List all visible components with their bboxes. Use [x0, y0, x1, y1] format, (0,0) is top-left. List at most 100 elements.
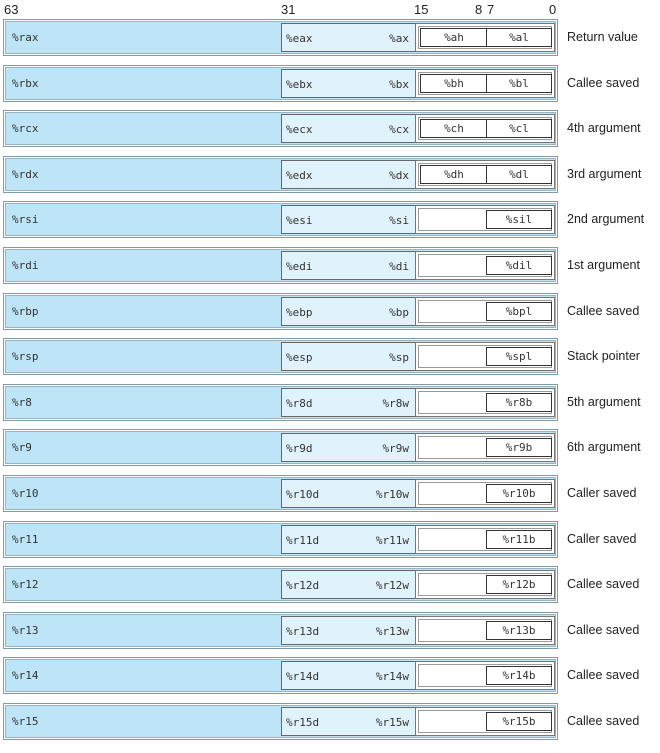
register-high-byte: %bh	[420, 73, 488, 93]
register-16bit-box: %r9b	[415, 433, 555, 463]
register-usage-label: Callee saved	[567, 622, 640, 637]
register-16bit-name: %cx	[389, 123, 409, 137]
register-16bit-name: %si	[389, 214, 409, 228]
register-32bit-name: %ebx	[286, 77, 313, 91]
register-high-byte: %ah	[420, 28, 488, 47]
register-row: %r12 %r12d %r12w %r12b	[3, 566, 558, 604]
register-low-byte: %al	[486, 28, 552, 47]
register-16bit-box: %sil	[415, 205, 555, 235]
register-row: %r13 %r13d %r13w %r13b	[3, 611, 558, 649]
register-32bit-box: %ebx %bx %bh %bl	[281, 68, 555, 98]
bit-label-63: 63	[4, 2, 19, 17]
register-64bit-name: %rdi	[12, 259, 39, 272]
register-64bit-name: %r11	[12, 532, 39, 546]
register-usage-label: 3rd argument	[567, 166, 642, 181]
register-low-byte: %bl	[486, 73, 552, 93]
register-row: %rsp %esp %sp %spl	[3, 338, 558, 376]
bit-label-7: 7	[487, 2, 495, 17]
register-16bit-box: %r15b	[415, 707, 555, 736]
register-row: %rbp %ebp %bp %bpl	[3, 292, 558, 330]
register-row: %rax %eax %ax %ah %al	[3, 19, 558, 56]
register-64bit-name: %rbp	[12, 304, 39, 318]
register-row: %r8 %r8d %r8w %r8b	[3, 383, 558, 421]
register-32bit-box: %ebp %bp %bpl	[281, 296, 555, 326]
register-16bit-name: %bp	[389, 305, 409, 319]
register-usage-label: Caller saved	[567, 486, 637, 500]
bit-label-8: 8	[475, 2, 483, 17]
register-32bit-name: %r8d	[286, 396, 313, 410]
register-16bit-name: %dx	[389, 168, 409, 182]
register-row: %r15 %r15d %r15w %r15b	[3, 703, 558, 740]
register-32bit-name: %esi	[286, 214, 313, 228]
register-16bit-box: %dil	[415, 251, 555, 280]
register-low-byte: %r13b	[486, 620, 552, 640]
register-row: %rsi %esi %si %sil	[3, 201, 558, 239]
register-16bit-box: %bh %bl	[415, 68, 555, 98]
register-usage-label: 1st argument	[567, 258, 640, 272]
register-64bit-name: %r12	[12, 578, 39, 592]
register-low-byte: %r15b	[486, 712, 552, 731]
register-row: %rdx %edx %dx %dh %dl	[3, 155, 558, 193]
register-64bit-name: %rcx	[12, 122, 39, 136]
register-32bit-box: %ecx %cx %ch %cl	[281, 114, 555, 144]
bit-label-15: 15	[414, 2, 429, 17]
register-16bit-box: %r14b	[415, 661, 555, 691]
register-high-byte: %ch	[420, 119, 488, 139]
register-32bit-box: %r9d %r9w %r9b	[281, 433, 555, 463]
register-high-byte: %dh	[420, 164, 488, 184]
register-16bit-box: %dh %dl	[415, 159, 555, 189]
register-row: %r9 %r9d %r9w %r9b	[3, 429, 558, 467]
register-32bit-box: %edi %di %dil	[281, 251, 555, 280]
register-32bit-box: %esi %si %sil	[281, 205, 555, 235]
register-row: %r14 %r14d %r14w %r14b	[3, 657, 558, 695]
register-32bit-name: %r10d	[286, 488, 320, 501]
register-64bit-name: %rdx	[12, 167, 39, 181]
register-32bit-box: %edx %dx %dh %dl	[281, 159, 555, 189]
register-low-byte: %r10b	[486, 484, 552, 503]
register-row: %rbx %ebx %bx %bh %bl	[3, 64, 558, 102]
register-row: %r10 %r10d %r10w %r10b	[3, 475, 558, 512]
register-16bit-name: %r10w	[375, 488, 409, 501]
register-64bit-name: %rbx	[12, 76, 39, 90]
register-low-byte: %r11b	[486, 529, 552, 549]
register-16bit-box: %bpl	[415, 296, 555, 326]
register-32bit-name: %ecx	[286, 123, 313, 137]
register-low-byte: %spl	[486, 347, 552, 367]
register-32bit-box: %r15d %r15w %r15b	[281, 707, 555, 736]
register-64bit-name: %r9	[12, 441, 32, 455]
register-64bit-name: %r15	[12, 715, 39, 728]
register-usage-label: Return value	[567, 30, 638, 44]
register-usage-label: Callee saved	[567, 303, 640, 318]
register-32bit-box: %r10d %r10w %r10b	[281, 479, 555, 508]
register-64bit-name: %r10	[12, 487, 39, 500]
register-usage-label: Caller saved	[567, 531, 637, 546]
register-16bit-box: %ah %al	[415, 23, 555, 52]
register-16bit-box: %r13b	[415, 615, 555, 645]
register-16bit-box: %r11b	[415, 524, 555, 554]
register-32bit-name: %ebp	[286, 305, 313, 319]
register-32bit-box: %esp %sp %spl	[281, 342, 555, 372]
register-32bit-name: %esp	[286, 351, 313, 365]
register-64bit-name: %r8	[12, 395, 32, 409]
register-32bit-name: %r12d	[286, 579, 320, 593]
register-32bit-name: %r11d	[286, 533, 320, 547]
register-low-byte: %r12b	[486, 575, 552, 595]
register-usage-label: 2nd argument	[567, 212, 645, 227]
register-row: %r11 %r11d %r11w %r11b	[3, 520, 558, 558]
register-low-byte: %dil	[486, 256, 552, 275]
register-low-byte: %sil	[486, 210, 552, 230]
register-16bit-box: %spl	[415, 342, 555, 372]
register-32bit-name: %edx	[286, 168, 313, 182]
register-32bit-name: %eax	[286, 32, 313, 45]
register-64bit-name: %rsp	[12, 350, 39, 364]
register-usage-label: Callee saved	[567, 668, 640, 683]
register-row: %rdi %edi %di %dil	[3, 247, 558, 284]
register-64bit-name: %r14	[12, 669, 39, 683]
register-low-byte: %dl	[486, 164, 552, 184]
bit-label-31: 31	[281, 2, 296, 17]
register-64bit-name: %rax	[12, 31, 39, 44]
register-low-byte: %cl	[486, 119, 552, 139]
register-32bit-name: %edi	[286, 260, 313, 273]
register-16bit-name: %r14w	[375, 670, 409, 684]
register-32bit-box: %r14d %r14w %r14b	[281, 661, 555, 691]
